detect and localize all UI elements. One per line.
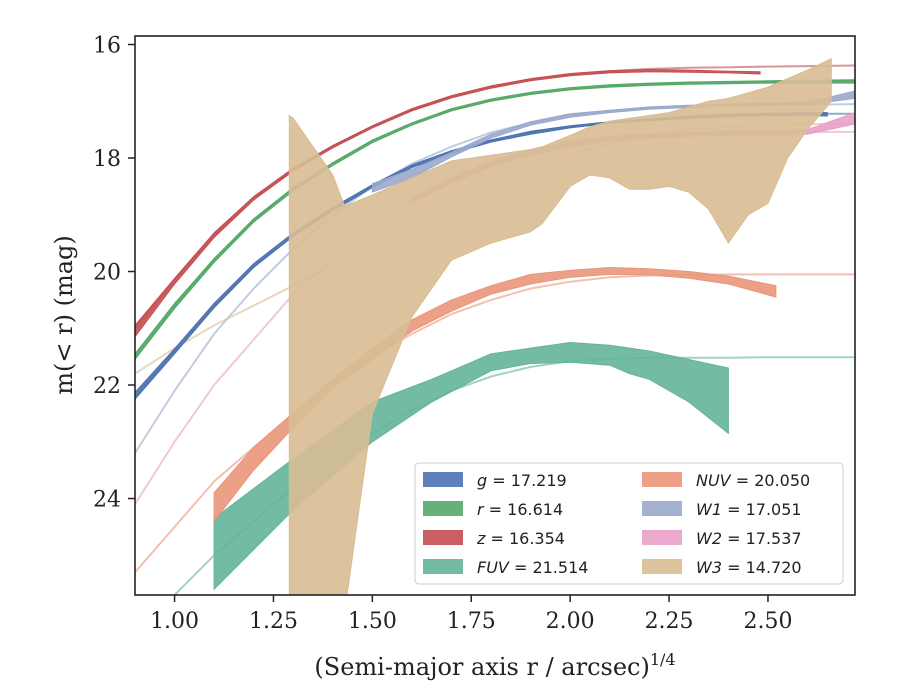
- y-tick-label: 22: [93, 374, 121, 399]
- y-tick-label: 18: [93, 147, 121, 172]
- x-axis-label-superscript: 1/4: [650, 650, 676, 669]
- band-w3: [288, 57, 832, 595]
- x-axis-label-text: (Semi-major axis r / arcsec): [314, 653, 649, 681]
- legend-swatch: [642, 530, 682, 545]
- plot-frame: [134, 35, 856, 596]
- legend-item-r: r = 16.614: [423, 500, 563, 519]
- legend-band: W2: [696, 529, 722, 548]
- legend-label: z = 16.354: [476, 529, 565, 548]
- legend-label: W1 = 17.051: [696, 500, 802, 519]
- legend-band: FUV: [477, 558, 510, 577]
- y-tick-label: 24: [93, 488, 121, 513]
- legend-value: = 14.720: [722, 558, 802, 577]
- legend-frame: [414, 462, 844, 585]
- legend-band: r: [477, 500, 485, 519]
- legend-value: = 17.537: [722, 529, 802, 548]
- legend-item-w3: W3 = 14.720: [642, 558, 802, 577]
- legend-label: W3 = 14.720: [696, 558, 802, 577]
- legend-label: NUV = 20.050: [696, 471, 810, 490]
- band-z: [135, 68, 761, 338]
- legend-item-fuv: FUV = 21.514: [423, 558, 588, 577]
- legend-value: = 21.514: [509, 558, 589, 577]
- legend-swatch: [423, 559, 463, 574]
- legend-band: NUV: [696, 471, 732, 490]
- legend-value: = 16.354: [485, 529, 565, 548]
- x-axis-label: (Semi-major axis r / arcsec)1/4: [314, 650, 675, 681]
- legend-band: W3: [696, 558, 722, 577]
- legend-value: = 20.050: [731, 471, 811, 490]
- legend-swatch: [423, 501, 463, 516]
- x-axis: 1.00 1.25 1.50 1.75 2.00 2.25 2.50: [150, 595, 792, 634]
- x-tick-label: 1.75: [447, 609, 496, 634]
- legend-band: z: [476, 529, 486, 548]
- x-tick-label: 2.50: [743, 609, 792, 634]
- legend-item-nuv: NUV = 20.050: [642, 471, 810, 490]
- legend-label: FUV = 21.514: [477, 558, 588, 577]
- legend-label: g = 17.219: [477, 471, 567, 490]
- legend-label: W2 = 17.537: [696, 529, 802, 548]
- legend-swatch: [423, 530, 463, 545]
- band-w1: [371, 90, 855, 193]
- x-tick-label: 1.25: [249, 609, 298, 634]
- band-r: [135, 79, 855, 361]
- legend-label: r = 16.614: [477, 500, 563, 519]
- plot-area: [135, 57, 855, 595]
- legend-item-g: g = 17.219: [423, 471, 567, 490]
- legend-swatch: [642, 472, 682, 487]
- x-tick-label: 2.00: [546, 609, 595, 634]
- legend-item-w2: W2 = 17.537: [642, 529, 802, 548]
- y-axis: 16 18 20 22 24: [93, 34, 135, 513]
- legend-swatch: [642, 501, 682, 516]
- legend-item-z: z = 16.354: [423, 529, 565, 548]
- legend-swatch: [642, 559, 682, 574]
- legend-value: = 17.051: [722, 500, 802, 519]
- legend-value: = 17.219: [487, 471, 567, 490]
- legend-item-w1: W1 = 17.051: [642, 500, 802, 519]
- y-axis-label: m(< r) (mag): [50, 235, 78, 394]
- y-tick-label: 16: [93, 34, 121, 59]
- legend-swatch: [423, 472, 463, 487]
- x-tick-label: 2.25: [645, 609, 694, 634]
- legend-band: g: [477, 471, 487, 490]
- x-tick-label: 1.00: [150, 609, 199, 634]
- legend-band: W1: [696, 500, 722, 519]
- x-tick-label: 1.50: [348, 609, 397, 634]
- y-tick-label: 20: [93, 261, 121, 286]
- legend-value: = 16.614: [484, 500, 564, 519]
